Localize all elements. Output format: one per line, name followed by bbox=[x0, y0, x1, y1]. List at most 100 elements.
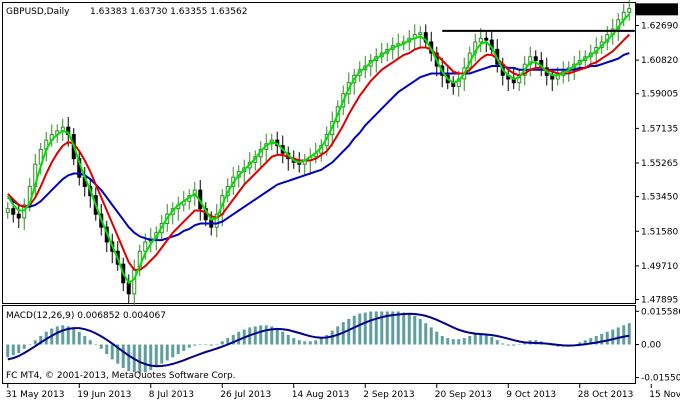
macd-histogram-bar bbox=[308, 341, 312, 345]
current-price-badge bbox=[636, 3, 678, 16]
macd-histogram-bar bbox=[319, 338, 323, 345]
macd-histogram-bar bbox=[424, 323, 428, 345]
macd-histogram-bar bbox=[391, 311, 395, 345]
macd-histogram-bar bbox=[352, 315, 356, 345]
candle-body bbox=[627, 8, 632, 13]
time-axis-label: 2 Sep 2013 bbox=[363, 390, 414, 400]
macd-histogram-bar bbox=[402, 312, 406, 345]
candle-body bbox=[5, 208, 10, 213]
macd-histogram-bar bbox=[495, 340, 499, 345]
macd-histogram-bar bbox=[490, 337, 494, 345]
macd-histogram-bar bbox=[374, 311, 378, 345]
macd-histogram-bar bbox=[88, 340, 92, 345]
macd-histogram-bar bbox=[457, 339, 461, 345]
macd-histogram-bar bbox=[220, 341, 224, 345]
macd-histogram-bar bbox=[325, 334, 329, 345]
macd-histogram-bar bbox=[484, 334, 488, 345]
candle-body bbox=[11, 208, 16, 215]
macd-histogram-bar bbox=[314, 340, 318, 345]
macd-histogram-bar bbox=[517, 344, 521, 345]
time-axis-label: 9 Oct 2013 bbox=[506, 390, 556, 400]
macd-axis-label: 0.00 bbox=[641, 341, 661, 351]
macd-histogram-bar bbox=[330, 330, 334, 345]
price-axis-label: 1.49710 bbox=[641, 262, 678, 272]
macd-histogram-bar bbox=[39, 335, 43, 345]
macd-histogram-bar bbox=[523, 342, 527, 345]
macd-axis-label: -0.015502 bbox=[641, 374, 680, 384]
time-axis-label: 31 May 2013 bbox=[6, 390, 65, 400]
macd-histogram-bar bbox=[479, 333, 483, 345]
macd-histogram-bar bbox=[66, 326, 70, 345]
macd-histogram-bar bbox=[363, 312, 367, 345]
price-axis-label: 1.55265 bbox=[641, 159, 678, 169]
price-axis-label: 1.60820 bbox=[641, 56, 678, 66]
macd-histogram-bar bbox=[55, 326, 59, 345]
macd-histogram-bar bbox=[622, 325, 626, 345]
macd-histogram-bar bbox=[303, 341, 307, 345]
macd-histogram-bar bbox=[589, 338, 593, 345]
macd-histogram-bar bbox=[160, 344, 164, 364]
macd-histogram-bar bbox=[215, 344, 219, 345]
macd-histogram-bar bbox=[99, 344, 103, 349]
macd-histogram-bar bbox=[182, 344, 186, 351]
macd-histogram-bar bbox=[11, 344, 15, 356]
macd-histogram-bar bbox=[440, 335, 444, 345]
price-axis-label: 1.53450 bbox=[641, 193, 678, 203]
macd-histogram-bar bbox=[435, 331, 439, 345]
ma-mid-line bbox=[7, 33, 631, 271]
candle-body bbox=[478, 37, 483, 43]
macd-histogram-bar bbox=[270, 326, 274, 345]
macd-histogram-bar bbox=[627, 323, 631, 345]
time-axis-label: 20 Sep 2013 bbox=[435, 390, 492, 400]
time-axis-label: 8 Jul 2013 bbox=[149, 390, 194, 400]
macd-histogram-bar bbox=[94, 344, 98, 345]
candle-body bbox=[214, 213, 219, 228]
macd-histogram-bar bbox=[28, 344, 32, 345]
macd-histogram-bar bbox=[6, 344, 10, 358]
macd-histogram-bar bbox=[281, 331, 285, 345]
macd-histogram-bar bbox=[171, 344, 175, 358]
price-axis-label: 1.47895 bbox=[641, 295, 678, 305]
macd-histogram-bar bbox=[138, 344, 142, 374]
macd-histogram-bar bbox=[110, 344, 114, 360]
candle-body bbox=[126, 282, 131, 295]
macd-histogram-bar bbox=[451, 339, 455, 345]
macd-histogram-bar bbox=[165, 344, 169, 361]
macd-histogram-bar bbox=[446, 338, 450, 345]
macd-histogram-bar bbox=[72, 328, 76, 345]
chart-header-symbol: GBPUSD,Daily bbox=[6, 7, 70, 17]
candle-body bbox=[456, 78, 461, 87]
macd-histogram-bar bbox=[198, 344, 202, 345]
macd-histogram-bar bbox=[462, 338, 466, 345]
candle-body bbox=[16, 213, 21, 219]
macd-histogram-bar bbox=[407, 313, 411, 345]
macd-histogram-bar bbox=[286, 334, 290, 345]
macd-histogram-bar bbox=[149, 344, 153, 371]
price-axis-label: 1.59005 bbox=[641, 90, 678, 100]
time-axis-label: 15 Nov 2013 bbox=[649, 390, 680, 400]
macd-header-label: MACD(12,26,9) 0.006852 0.004067 bbox=[6, 311, 166, 321]
macd-histogram-bar bbox=[121, 344, 125, 368]
macd-axis-label: 0.015586 bbox=[641, 307, 680, 317]
macd-histogram-bar bbox=[616, 327, 620, 345]
macd-histogram-bar bbox=[105, 344, 109, 355]
macd-histogram-bar bbox=[237, 331, 241, 345]
candle-body bbox=[528, 56, 533, 65]
time-axis-label: 19 Jun 2013 bbox=[77, 390, 131, 400]
macd-series-layer bbox=[6, 311, 631, 374]
macd-histogram-bar bbox=[396, 311, 400, 345]
macd-histogram-bar bbox=[297, 340, 301, 345]
candle-body bbox=[132, 269, 137, 295]
time-axis-label: 26 Jul 2013 bbox=[220, 390, 271, 400]
macd-histogram-bar bbox=[594, 335, 598, 345]
current-price-label: 1.63562 bbox=[640, 5, 677, 15]
macd-histogram-bar bbox=[22, 344, 26, 349]
macd-histogram-bar bbox=[127, 344, 131, 372]
price-panel-frame bbox=[2, 2, 636, 304]
macd-histogram-bar bbox=[605, 331, 609, 345]
macd-histogram-bar bbox=[143, 344, 147, 373]
macd-histogram-bar bbox=[275, 328, 279, 345]
macd-histogram-bar bbox=[259, 325, 263, 345]
macd-histogram-bar bbox=[468, 335, 472, 345]
